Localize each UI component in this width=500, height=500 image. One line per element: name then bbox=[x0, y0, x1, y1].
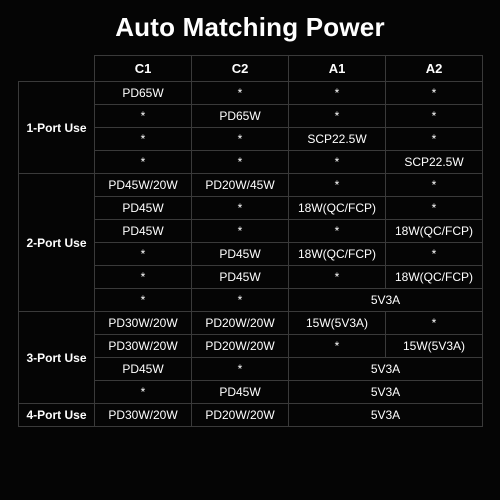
table-cell: PD20W/20W bbox=[192, 335, 289, 358]
row-group-label: 1-Port Use bbox=[19, 82, 95, 174]
row-group-label: 3-Port Use bbox=[19, 312, 95, 404]
table-cell: * bbox=[192, 289, 289, 312]
table-cell: * bbox=[289, 174, 386, 197]
table-cell: * bbox=[95, 266, 192, 289]
table-cell: 15W(5V3A) bbox=[289, 312, 386, 335]
table-cell: PD45W bbox=[192, 243, 289, 266]
table-cell: SCP22.5W bbox=[386, 151, 483, 174]
table-cell: * bbox=[95, 105, 192, 128]
table-head: C1 C2 A1 A2 bbox=[19, 56, 483, 82]
table-body: 1-Port UsePD65W****PD65W****SCP22.5W****… bbox=[19, 82, 483, 427]
table-cell: PD20W/20W bbox=[192, 404, 289, 427]
table-cell: PD30W/20W bbox=[95, 312, 192, 335]
table-cell: * bbox=[386, 105, 483, 128]
table-cell: * bbox=[192, 151, 289, 174]
table-cell: * bbox=[289, 151, 386, 174]
table-cell: PD20W/45W bbox=[192, 174, 289, 197]
table-cell: PD45W/20W bbox=[95, 174, 192, 197]
table-cell: * bbox=[386, 82, 483, 105]
col-header: C2 bbox=[192, 56, 289, 82]
table-cell: PD30W/20W bbox=[95, 335, 192, 358]
table-cell: PD65W bbox=[192, 105, 289, 128]
table-cell: 18W(QC/FCP) bbox=[289, 197, 386, 220]
table-cell: 18W(QC/FCP) bbox=[289, 243, 386, 266]
table-cell: * bbox=[192, 128, 289, 151]
table-cell: * bbox=[386, 197, 483, 220]
table-cell: PD20W/20W bbox=[192, 312, 289, 335]
table-row: 4-Port UsePD30W/20WPD20W/20W5V3A bbox=[19, 404, 483, 427]
table-cell: * bbox=[192, 220, 289, 243]
table-cell: PD65W bbox=[95, 82, 192, 105]
page-title: Auto Matching Power bbox=[18, 12, 482, 43]
table-row: 1-Port UsePD65W*** bbox=[19, 82, 483, 105]
table-cell: * bbox=[289, 82, 386, 105]
table-cell: * bbox=[95, 128, 192, 151]
table-cell: * bbox=[289, 220, 386, 243]
table-cell: * bbox=[386, 243, 483, 266]
table-cell: 18W(QC/FCP) bbox=[386, 220, 483, 243]
col-header: A2 bbox=[386, 56, 483, 82]
table-cell: PD45W bbox=[95, 220, 192, 243]
table-cell: PD45W bbox=[192, 381, 289, 404]
table-cell: PD45W bbox=[95, 197, 192, 220]
table-cell: SCP22.5W bbox=[289, 128, 386, 151]
row-group-label: 2-Port Use bbox=[19, 174, 95, 312]
col-header: C1 bbox=[95, 56, 192, 82]
table-cell: * bbox=[386, 312, 483, 335]
table-cell: PD45W bbox=[192, 266, 289, 289]
table-cell: PD45W bbox=[95, 358, 192, 381]
page-root: Auto Matching Power C1 C2 A1 A2 1-Port U… bbox=[0, 0, 500, 500]
table-cell: 5V3A bbox=[289, 381, 483, 404]
corner-cell bbox=[19, 56, 95, 82]
table-cell: 5V3A bbox=[289, 289, 483, 312]
col-header: A1 bbox=[289, 56, 386, 82]
table-row: 2-Port UsePD45W/20WPD20W/45W** bbox=[19, 174, 483, 197]
table-cell: * bbox=[95, 381, 192, 404]
table-cell: 5V3A bbox=[289, 358, 483, 381]
power-table: C1 C2 A1 A2 1-Port UsePD65W****PD65W****… bbox=[18, 55, 483, 427]
table-cell: * bbox=[192, 358, 289, 381]
table-cell: * bbox=[289, 105, 386, 128]
table-cell: * bbox=[192, 197, 289, 220]
table-cell: * bbox=[95, 151, 192, 174]
row-group-label: 4-Port Use bbox=[19, 404, 95, 427]
table-cell: * bbox=[95, 243, 192, 266]
table-cell: 18W(QC/FCP) bbox=[386, 266, 483, 289]
table-cell: * bbox=[289, 266, 386, 289]
table-cell: * bbox=[289, 335, 386, 358]
table-cell: * bbox=[386, 128, 483, 151]
table-cell: * bbox=[386, 174, 483, 197]
table-row: 3-Port UsePD30W/20WPD20W/20W15W(5V3A)* bbox=[19, 312, 483, 335]
table-cell: * bbox=[192, 82, 289, 105]
table-cell: 15W(5V3A) bbox=[386, 335, 483, 358]
table-cell: * bbox=[95, 289, 192, 312]
table-cell: PD30W/20W bbox=[95, 404, 192, 427]
table-cell: 5V3A bbox=[289, 404, 483, 427]
